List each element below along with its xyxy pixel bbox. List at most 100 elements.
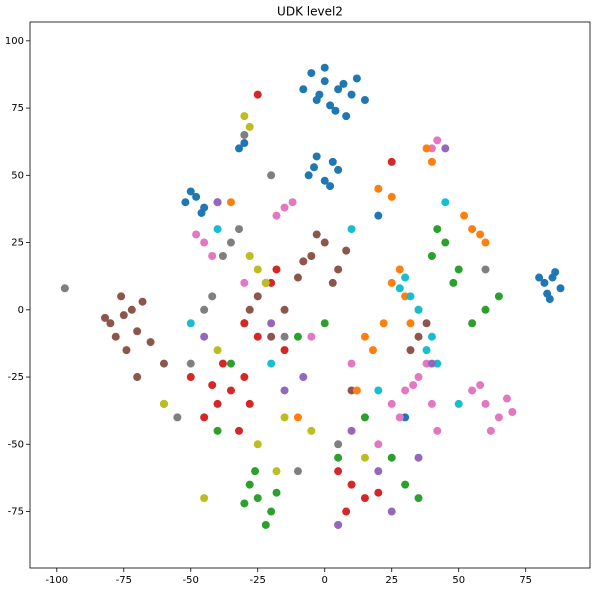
point [312, 152, 321, 161]
point [401, 480, 410, 489]
y-tick-label: 50 [11, 170, 24, 181]
point [253, 440, 262, 449]
point [406, 292, 415, 301]
point [312, 230, 321, 239]
point [347, 90, 356, 99]
point [334, 440, 343, 449]
point [360, 413, 369, 422]
point [427, 332, 436, 341]
point [422, 144, 431, 153]
point [240, 373, 249, 382]
y-tick-label: 100 [5, 36, 24, 47]
point [368, 346, 377, 355]
point [226, 198, 235, 207]
point [460, 211, 469, 220]
point [374, 184, 383, 193]
point [253, 90, 262, 99]
point [272, 211, 281, 220]
point [240, 139, 249, 148]
point [352, 74, 361, 83]
point [387, 157, 396, 166]
point [374, 211, 383, 220]
point [267, 359, 276, 368]
x-tick-label: -75 [116, 575, 132, 586]
point [280, 332, 289, 341]
point [352, 386, 361, 395]
point [288, 198, 297, 207]
point [272, 265, 281, 274]
point [307, 332, 316, 341]
point [226, 238, 235, 247]
point [401, 386, 410, 395]
point [234, 426, 243, 435]
point [481, 238, 490, 247]
point [320, 77, 329, 86]
point [261, 520, 270, 529]
point [379, 319, 388, 328]
point [334, 467, 343, 476]
point [476, 381, 485, 390]
point [307, 69, 316, 78]
point [406, 346, 415, 355]
point [334, 85, 343, 94]
point [280, 305, 289, 314]
point [406, 319, 415, 328]
point [272, 467, 281, 476]
point [360, 96, 369, 104]
point [387, 399, 396, 408]
point [213, 225, 222, 234]
point [342, 507, 351, 516]
point [280, 413, 289, 422]
point [267, 171, 276, 180]
point [122, 346, 131, 355]
point [347, 480, 356, 489]
point [387, 192, 396, 201]
point [117, 292, 126, 301]
point [508, 408, 517, 416]
point [360, 332, 369, 341]
point [60, 284, 69, 293]
point [138, 297, 147, 306]
x-tick-label: -100 [45, 575, 68, 586]
point [342, 112, 351, 121]
point [334, 265, 343, 274]
point [494, 413, 503, 422]
point [468, 319, 477, 328]
point [208, 292, 217, 301]
point [556, 284, 565, 293]
point [545, 295, 554, 304]
point [422, 319, 431, 328]
point [441, 238, 450, 247]
point [486, 426, 495, 435]
y-tick-label: -25 [8, 372, 24, 383]
point [339, 79, 348, 88]
point [374, 386, 383, 395]
point [245, 480, 254, 489]
point [267, 507, 276, 516]
point [331, 106, 340, 115]
point [208, 381, 217, 390]
point [234, 225, 243, 234]
point [395, 284, 404, 293]
point [320, 176, 329, 185]
point [159, 399, 168, 408]
point [200, 494, 209, 503]
x-tick-label: 75 [519, 575, 532, 586]
x-tick-label: -25 [250, 575, 266, 586]
point [414, 332, 423, 341]
point [218, 252, 227, 260]
point [226, 359, 235, 368]
point [427, 252, 436, 260]
point [414, 373, 423, 382]
point [200, 238, 209, 247]
point [307, 252, 316, 260]
point [240, 130, 249, 139]
point [213, 198, 222, 207]
point [494, 292, 503, 301]
point [192, 230, 201, 239]
point [320, 238, 329, 247]
point [374, 440, 383, 449]
point [374, 467, 383, 476]
point [213, 399, 222, 408]
point [433, 225, 442, 234]
